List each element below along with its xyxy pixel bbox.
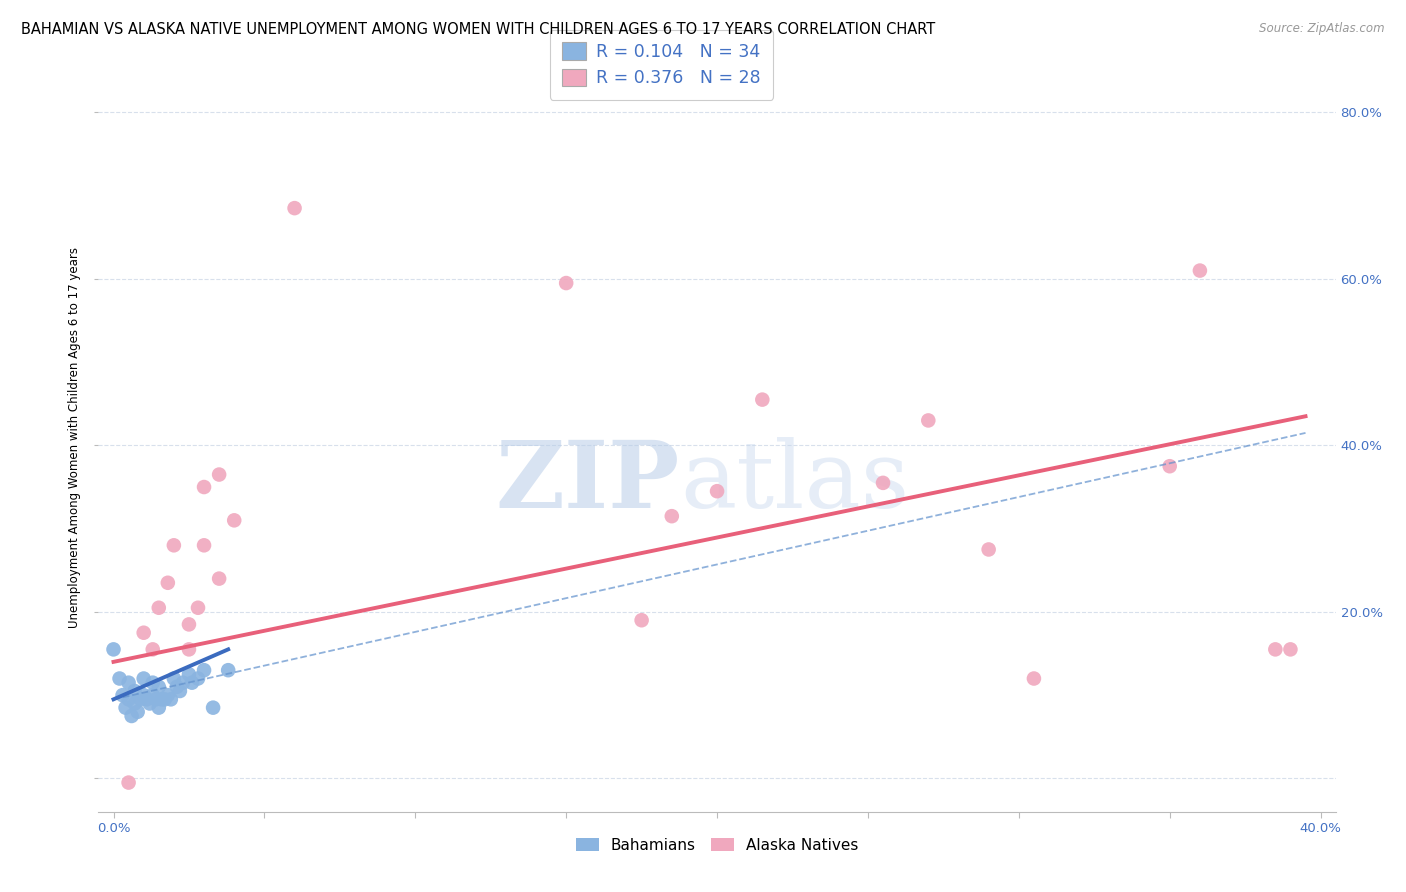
Legend: Bahamians, Alaska Natives: Bahamians, Alaska Natives: [568, 830, 866, 860]
Point: [108, 672, 131, 686]
Point: [132, 625, 155, 640]
Point: [135, 692, 157, 706]
Point: [208, 467, 231, 482]
Point: [181, 675, 204, 690]
Point: [193, 663, 215, 677]
Point: [977, 542, 1000, 557]
Point: [555, 276, 578, 290]
Point: [156, 575, 179, 590]
Point: [224, 513, 246, 527]
Point: [208, 572, 231, 586]
Point: [1264, 642, 1286, 657]
Point: [124, 684, 146, 698]
Point: [117, 692, 139, 706]
Text: BAHAMIAN VS ALASKA NATIVE UNEMPLOYMENT AMONG WOMEN WITH CHILDREN AGES 6 TO 17 YE: BAHAMIAN VS ALASKA NATIVE UNEMPLOYMENT A…: [21, 22, 935, 37]
Point: [153, 692, 176, 706]
Text: Source: ZipAtlas.com: Source: ZipAtlas.com: [1260, 22, 1385, 36]
Point: [751, 392, 773, 407]
Point: [138, 697, 160, 711]
Point: [163, 538, 186, 552]
Point: [872, 475, 894, 490]
Point: [1188, 263, 1211, 277]
Point: [166, 680, 188, 694]
Point: [148, 680, 170, 694]
Text: atlas: atlas: [681, 437, 910, 527]
Point: [177, 667, 200, 681]
Point: [169, 684, 191, 698]
Point: [177, 617, 200, 632]
Point: [142, 642, 165, 657]
Point: [132, 688, 155, 702]
Point: [129, 692, 152, 706]
Point: [163, 672, 186, 686]
Point: [177, 642, 200, 657]
Point: [661, 509, 683, 524]
Point: [142, 675, 165, 690]
Point: [193, 538, 215, 552]
Point: [193, 480, 215, 494]
Point: [117, 675, 139, 690]
Point: [148, 600, 170, 615]
Point: [103, 642, 125, 657]
Point: [202, 700, 225, 714]
Point: [160, 692, 183, 706]
Point: [142, 688, 165, 702]
Point: [1279, 642, 1302, 657]
Point: [114, 700, 136, 714]
Point: [132, 672, 155, 686]
Point: [127, 705, 149, 719]
Point: [172, 675, 194, 690]
Point: [124, 697, 146, 711]
Y-axis label: Unemployment Among Women with Children Ages 6 to 17 years: Unemployment Among Women with Children A…: [67, 246, 82, 628]
Point: [917, 413, 939, 427]
Point: [150, 692, 173, 706]
Point: [111, 688, 134, 702]
Point: [217, 663, 239, 677]
Point: [1159, 459, 1181, 474]
Point: [1022, 672, 1045, 686]
Point: [284, 201, 307, 215]
Point: [117, 775, 139, 789]
Point: [630, 613, 652, 627]
Point: [187, 600, 209, 615]
Point: [706, 484, 728, 499]
Point: [121, 709, 143, 723]
Text: ZIP: ZIP: [496, 437, 681, 527]
Point: [148, 700, 170, 714]
Point: [156, 688, 179, 702]
Point: [187, 672, 209, 686]
Point: [145, 692, 167, 706]
